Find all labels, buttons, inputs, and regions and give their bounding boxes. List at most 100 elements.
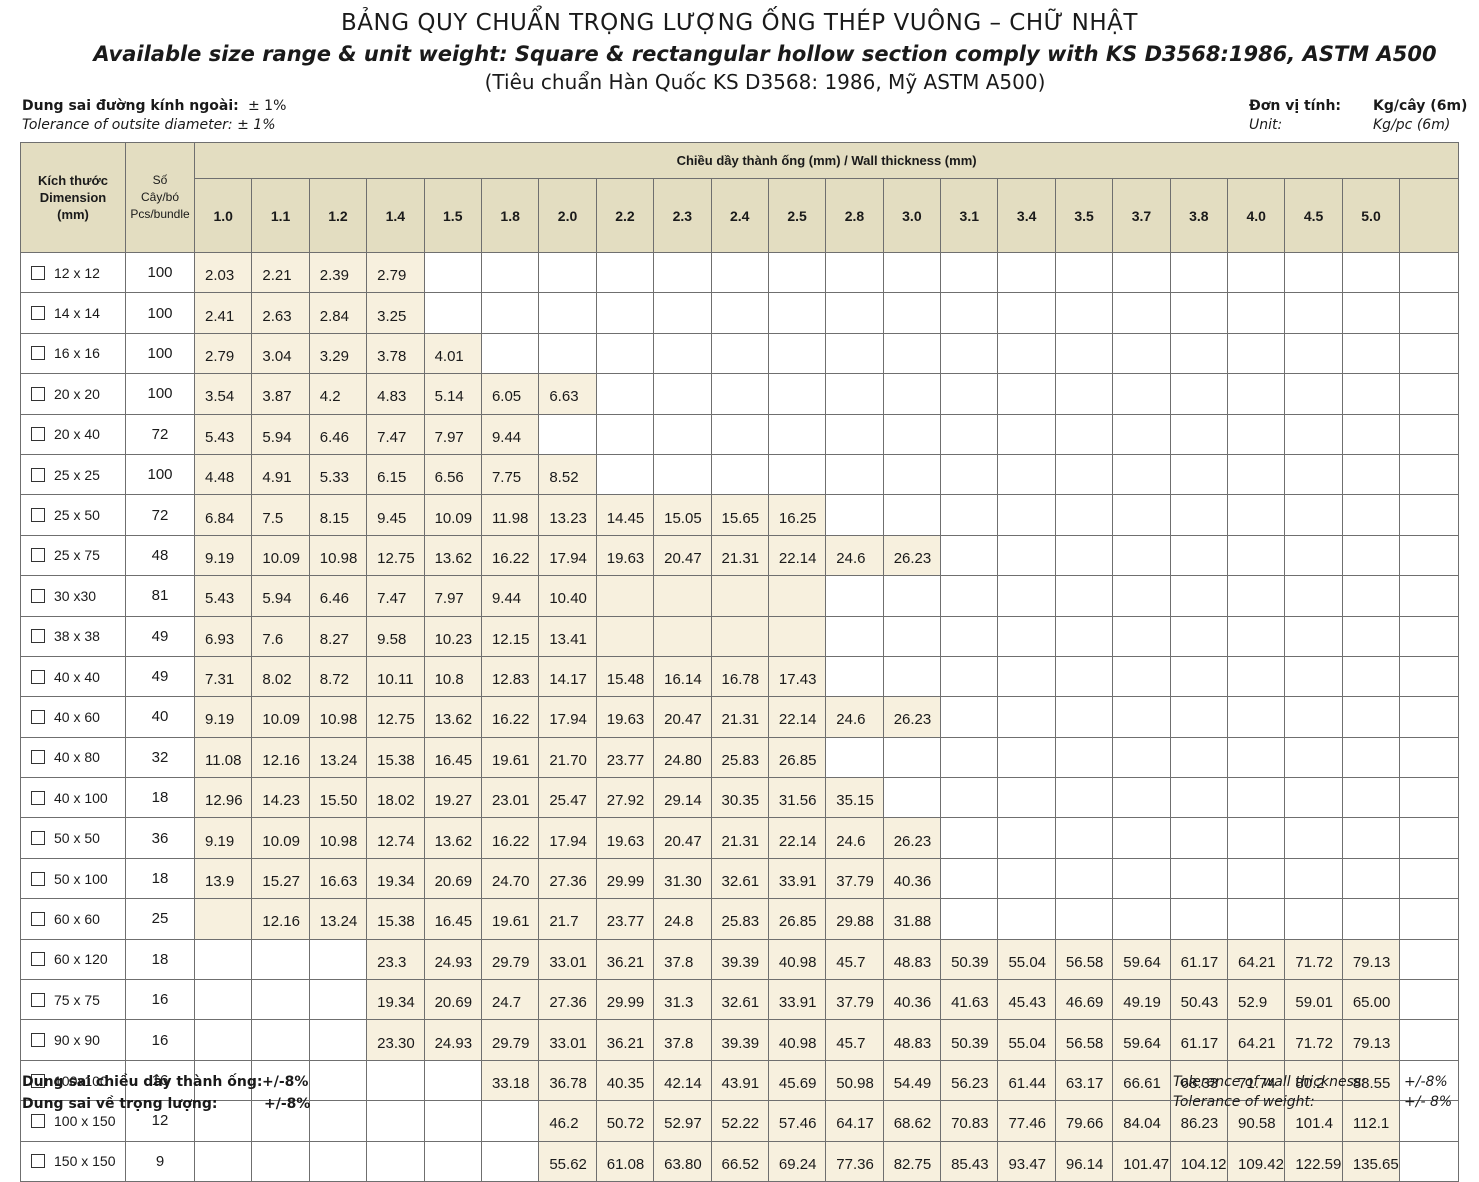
checkbox [31,427,45,442]
empty-cell [997,292,1056,334]
weight: 29.14 [653,777,712,819]
weight: 29.79 [480,1019,540,1061]
empty-cell [825,453,884,496]
weight: 20.69 [423,857,482,900]
weight: 33.91 [767,979,827,1021]
footer-label: Dung sai chiều dày thành ống: [22,1074,263,1090]
weight: 63.17 [1054,1059,1114,1102]
empty-cell [710,453,769,496]
empty-cell [940,857,999,900]
empty-cell [366,1140,425,1182]
empty-cell [1227,655,1286,698]
weight: 3.04 [251,332,310,375]
weight: 32.61 [710,857,769,900]
empty-cell [1112,857,1171,900]
dimension-cell: 12 x 12 [20,251,126,294]
weight: 69.24 [767,1140,827,1182]
empty-cell [366,1059,425,1102]
weight: 26.23 [882,696,942,738]
empty-cell [940,453,999,496]
checkbox [31,750,45,765]
empty-cell [767,615,827,657]
empty-cell [1227,696,1286,738]
empty-cell [940,413,999,455]
thickness: 4.5 [1284,178,1343,253]
weight: 29.79 [480,938,540,981]
thickness: 1.2 [308,178,368,253]
note-en: Tolerance of outsite diameter: ± 1% [22,117,276,133]
weight: 10.98 [308,817,368,859]
empty-cell [1169,534,1229,577]
weight: 104.12 [1169,1140,1229,1182]
weight: 24.70 [480,857,540,900]
weight: 6.46 [308,413,368,455]
empty-cell [1112,251,1171,294]
empty-cell [997,494,1056,536]
pcs: 49 [125,655,195,698]
empty-cell [882,736,942,779]
empty-cell [767,292,827,334]
empty-cell [882,777,942,819]
empty-cell [1227,575,1286,617]
empty-cell [1227,373,1286,415]
weight: 7.97 [423,413,482,455]
weight: 24.93 [423,1019,482,1061]
weight: 36.78 [538,1059,597,1102]
dimension: 40 x 60 [54,708,100,725]
weight: 48.83 [882,938,942,981]
weight: 45.43 [997,979,1056,1021]
weight: 37.79 [825,979,884,1021]
weight: 23.77 [595,736,655,779]
empty-cell [308,1140,368,1182]
checkbox [31,265,45,280]
note-label: Dung sai đường kính ngoài: [22,98,239,114]
weight: 20.47 [653,817,712,859]
table-row: 30 x30 81 5.43 5.94 6.46 7.47 7.97 9.44 10.40 [20,575,1460,617]
empty-cell [1054,655,1114,698]
weight: 71.72 [1284,938,1343,981]
empty-cell [1284,696,1343,738]
dimension: 30 x30 [54,587,97,604]
weight: 48.83 [882,1019,942,1061]
empty-cell [1341,413,1401,455]
empty-cell [1284,898,1343,940]
empty-cell [825,575,884,617]
empty-cell [1284,857,1343,900]
empty-cell [882,575,942,617]
weight: 40.36 [882,857,942,900]
table-row: 90 x 90 16 23.30 24.93 29.79 33.01 36.21 37.8 39… [20,1019,1460,1061]
empty-cell [1169,413,1229,455]
table-row: 20 x 20 100 3.54 3.87 4.2 4.83 5.14 6.05 6.63 [20,373,1460,415]
empty-cell [251,1140,310,1182]
empty-cell [308,938,368,981]
weight: 88.55 [1341,1059,1401,1102]
empty-cell [710,292,769,334]
weight: 19.34 [366,979,425,1021]
weight: 20.47 [653,534,712,577]
header-line: Số [152,173,168,187]
dimension-cell: 20 x 20 [20,373,126,415]
dimension-cell: 40 x 40 [20,655,126,698]
weight: 16.14 [653,655,712,698]
header-line: Pcs/bundle [130,207,190,221]
empty-cell [940,777,999,819]
dimension: 25 x 75 [54,547,100,564]
empty-cell [1112,736,1171,779]
empty-cell [1169,292,1229,334]
pcs: 48 [125,534,195,577]
empty-cell [940,534,999,577]
empty-cell [940,332,999,375]
empty-cell [1112,898,1171,940]
weight: 79.66 [1054,1100,1114,1142]
unit-label-en: Unit: [1249,117,1283,133]
thickness: 2.5 [767,178,827,253]
weight: 71.72 [1284,1019,1343,1061]
empty-cell [423,251,482,294]
empty-cell [1169,615,1229,657]
weight: 13.24 [308,898,368,940]
empty-cell [1399,979,1460,1021]
weight: 30.35 [710,777,769,819]
weight: 13.62 [423,534,482,577]
empty-cell [940,655,999,698]
empty-cell [308,1019,368,1061]
